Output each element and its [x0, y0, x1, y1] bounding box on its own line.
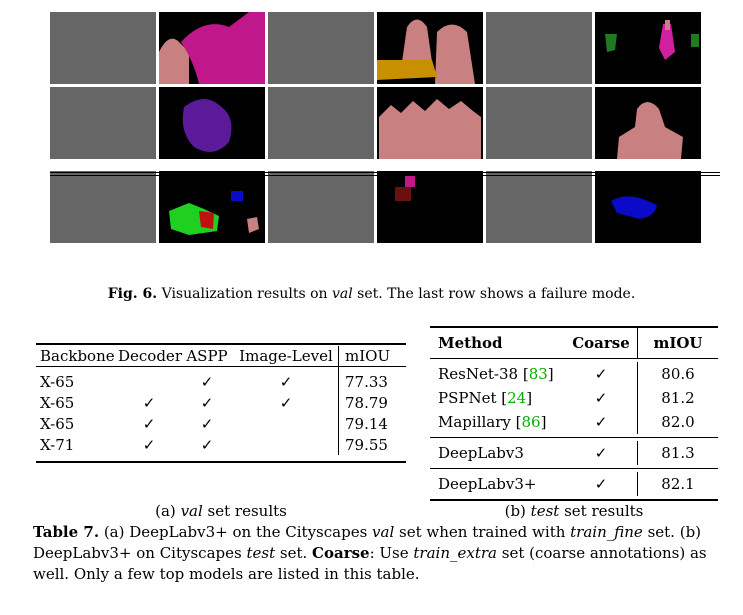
mask-woman-horse — [159, 12, 265, 84]
photo-dining-people — [268, 12, 374, 84]
mask-horse-riders — [595, 12, 701, 84]
mask-child — [595, 87, 701, 159]
table-a-bottom-rule — [36, 461, 406, 463]
mask-dogs-bed — [159, 87, 265, 159]
photo-horse-riders — [486, 12, 592, 84]
table-row: PSPNet [24] ✓ 81.2 — [430, 386, 718, 410]
table-b-top-rule — [430, 326, 718, 328]
table-a: Backbone Decoder ASPP Image-Level mIOU X… — [36, 343, 406, 463]
grid-row-1 — [50, 12, 720, 84]
failure-separator-top — [50, 172, 720, 173]
col-decoder: Decoder — [118, 346, 182, 365]
table-row: DeepLabv3 ✓ 81.3 — [430, 441, 718, 465]
col-miou: mIOU — [637, 328, 718, 358]
table-b-header: Method Coarse mIOU — [430, 328, 718, 358]
table-b: Method Coarse mIOU ResNet-38 [83] ✓ 80.6… — [430, 326, 718, 501]
table-a-mid-rule — [36, 366, 406, 367]
col-coarse: Coarse — [572, 334, 630, 352]
citation-link[interactable]: 83 — [528, 365, 548, 383]
figure-caption: Fig. 6. Visualization results on val set… — [107, 286, 636, 302]
photo-stable-door — [268, 171, 374, 243]
table-row: X-65 ✓ ✓ 79.14 — [36, 413, 406, 434]
visualization-grid — [50, 12, 720, 243]
photo-woman-horse — [50, 12, 156, 84]
table-row: X-65 ✓ ✓ ✓ 78.79 — [36, 392, 406, 413]
grid-row-2 — [50, 87, 720, 159]
photo-child — [486, 87, 592, 159]
col-miou: mIOU — [338, 345, 396, 366]
citation-link[interactable]: 86 — [521, 413, 541, 431]
mask-living-room — [159, 171, 265, 243]
col-image-level: Image-Level — [239, 346, 333, 365]
table-a-subcaption: (a) val set results — [155, 502, 287, 520]
segmentation-mask — [159, 12, 265, 84]
table-row: ResNet-38 [83] ✓ 80.6 — [430, 362, 718, 386]
table-a-header: Backbone Decoder ASPP Image-Level mIOU — [36, 345, 406, 366]
photo-dogs-bed — [50, 87, 156, 159]
mask-stable-door — [377, 171, 483, 243]
table-b-subcaption: (b) test set results — [504, 502, 644, 520]
photo-living-room — [50, 171, 156, 243]
table-a-top-rule — [36, 343, 406, 345]
table-row: DeepLabv3+ ✓ 82.1 — [430, 472, 718, 496]
col-aspp: ASPP — [186, 346, 228, 365]
col-method: Method — [438, 334, 503, 352]
failure-separator-bottom — [50, 175, 720, 176]
mask-dining-people — [377, 12, 483, 84]
table-caption: Table 7. (a) DeepLabv3+ on the Cityscape… — [33, 523, 707, 583]
table-row: Mapillary [86] ✓ 82.0 — [430, 410, 718, 434]
table-b-group-3: DeepLabv3+ ✓ 82.1 — [430, 469, 718, 499]
mask-crashed-car — [595, 171, 701, 243]
photo-crashed-car — [486, 171, 592, 243]
table-b-group-1: ResNet-38 [83] ✓ 80.6 PSPNet [24] ✓ 81.2… — [430, 359, 718, 437]
mask-group-men — [377, 87, 483, 159]
table-b-bottom-rule — [430, 499, 718, 501]
col-backbone: Backbone — [40, 346, 115, 365]
table-b-group-2: DeepLabv3 ✓ 81.3 — [430, 438, 718, 468]
table-row: X-71 ✓ ✓ 79.55 — [36, 434, 406, 455]
table-row: X-65 ✓ ✓ 77.33 — [36, 371, 406, 392]
photo-group-men — [268, 87, 374, 159]
citation-link[interactable]: 24 — [507, 389, 527, 407]
grid-row-failure — [50, 171, 720, 243]
